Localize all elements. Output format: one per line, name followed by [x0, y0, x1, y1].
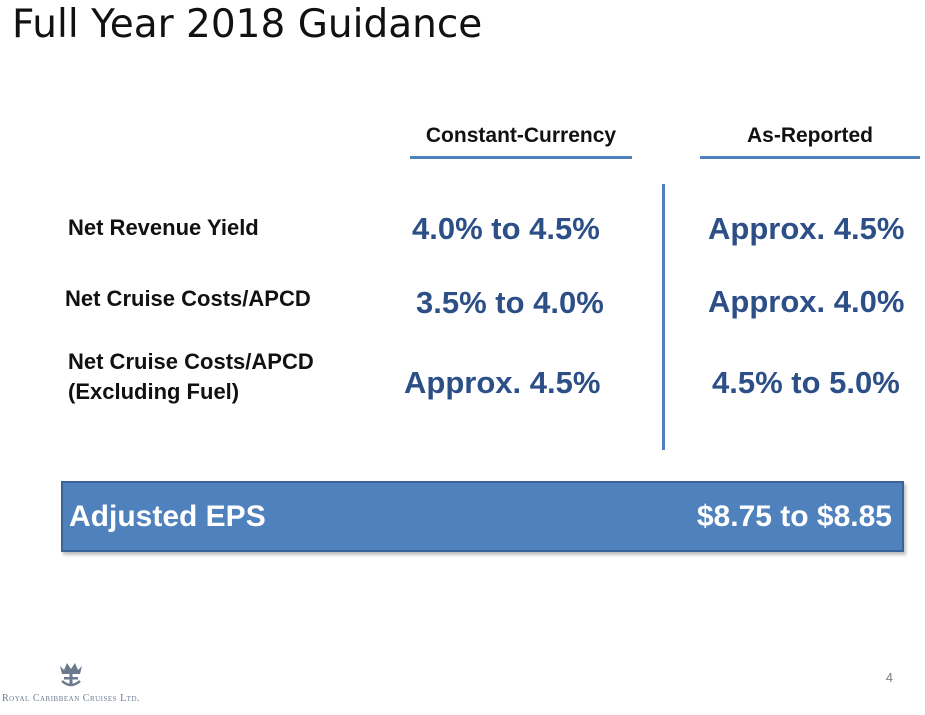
slide-title: Full Year 2018 Guidance [12, 2, 483, 47]
net-revenue-yield-constant-currency: 4.0% to 4.5% [412, 211, 600, 246]
crown-anchor-icon [60, 663, 82, 687]
net-cruise-costs-ex-fuel-constant-currency: Approx. 4.5% [404, 365, 601, 400]
row-label-line-2: (Excluding Fuel) [68, 379, 240, 404]
column-header-as-reported: As-Reported [700, 124, 920, 159]
column-divider [662, 184, 665, 450]
row-label-net-revenue-yield: Net Revenue Yield [68, 215, 259, 240]
row-label-net-cruise-costs: Net Cruise Costs/APCD [65, 286, 311, 311]
adjusted-eps-bar: Adjusted EPS $8.75 to $8.85 [61, 481, 904, 552]
net-cruise-costs-as-reported: Approx. 4.0% [708, 284, 905, 319]
net-cruise-costs-constant-currency: 3.5% to 4.0% [416, 285, 604, 320]
row-label-net-cruise-costs-ex-fuel: Net Cruise Costs/APCD (Excluding Fuel) [68, 347, 314, 407]
row-label-line-1: Net Cruise Costs/APCD [68, 349, 314, 374]
adjusted-eps-value: $8.75 to $8.85 [696, 500, 892, 533]
company-logo: Royal Caribbean Cruises Ltd. [0, 660, 160, 710]
company-logo-text: Royal Caribbean Cruises Ltd. [2, 693, 141, 704]
net-revenue-yield-as-reported: Approx. 4.5% [708, 211, 905, 246]
page-number: 4 [885, 670, 893, 685]
column-header-constant-currency: Constant-Currency [410, 124, 632, 159]
adjusted-eps-label: Adjusted EPS [69, 500, 266, 533]
net-cruise-costs-ex-fuel-as-reported: 4.5% to 5.0% [712, 365, 900, 400]
